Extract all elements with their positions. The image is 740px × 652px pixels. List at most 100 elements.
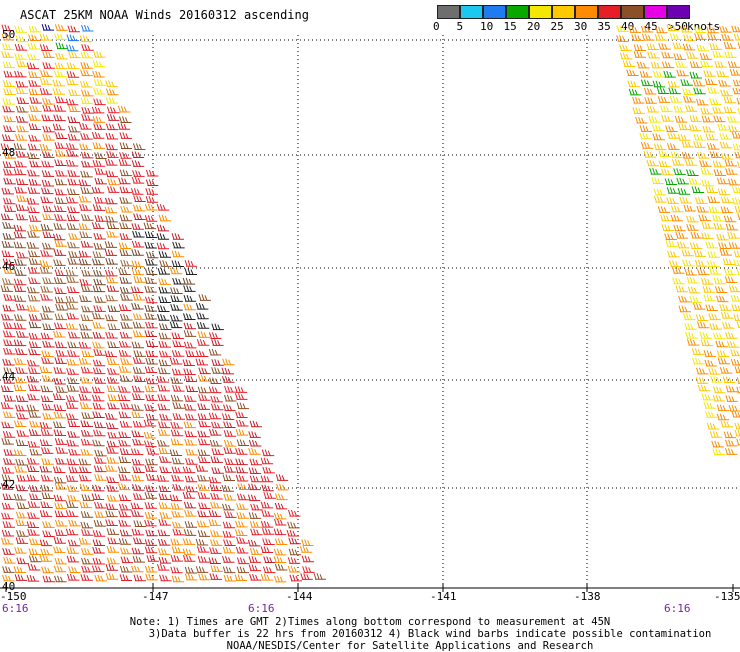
wind-barb	[13, 420, 27, 427]
legend-label: 25	[550, 20, 564, 33]
wind-barb	[673, 105, 687, 113]
wind-barb	[27, 206, 40, 214]
wind-barb	[695, 377, 709, 384]
wind-barb	[679, 196, 692, 204]
wind-barb	[27, 42, 41, 50]
wind-barb	[3, 125, 16, 132]
wind-barb	[93, 79, 107, 86]
wind-barb	[41, 305, 55, 313]
wind-barb	[223, 447, 236, 454]
wind-barb	[276, 483, 289, 491]
wind-barb	[92, 367, 106, 375]
wind-barb	[131, 223, 144, 230]
wind-barb	[65, 475, 79, 482]
wind-barb	[40, 332, 54, 340]
wind-barb	[732, 186, 740, 194]
wind-barb	[120, 293, 133, 301]
wind-barb	[1, 474, 15, 481]
wind-barb	[172, 277, 185, 285]
wind-barb	[16, 502, 29, 509]
wind-barb	[144, 404, 157, 411]
wind-barb	[133, 375, 146, 382]
wind-barb	[171, 233, 185, 240]
wind-barb	[731, 25, 740, 33]
wind-barb	[55, 149, 68, 157]
wind-barb	[119, 529, 133, 537]
lat-label-40: 40	[2, 580, 16, 593]
wind-barb	[118, 474, 131, 481]
wind-barb	[734, 422, 740, 430]
wind-barb	[54, 502, 67, 510]
wind-barb	[144, 304, 157, 312]
wind-barb	[106, 358, 120, 365]
wind-barb	[197, 474, 210, 482]
wind-barb	[170, 438, 184, 446]
wind-barb	[15, 439, 29, 447]
wind-barb	[731, 304, 740, 312]
wind-barb	[14, 376, 27, 384]
wind-barb	[68, 448, 81, 456]
wind-barb	[28, 313, 42, 321]
lon-label--144: -144	[286, 590, 313, 603]
wind-barb	[680, 25, 693, 33]
wind-barb	[93, 242, 107, 250]
wind-barb	[693, 87, 706, 95]
wind-barb	[42, 231, 55, 238]
wind-barb	[222, 566, 236, 574]
wind-barb	[1, 537, 14, 545]
wind-barb	[197, 492, 211, 499]
wind-barb	[53, 222, 66, 230]
wind-barb	[695, 314, 709, 322]
wind-barb	[144, 268, 158, 275]
wind-barb	[274, 502, 288, 510]
wind-barb	[198, 573, 211, 581]
wind-barb	[131, 176, 145, 184]
wind-barb	[66, 368, 79, 375]
wind-barb	[119, 233, 132, 240]
wind-barb	[42, 340, 55, 348]
wind-barb	[171, 466, 185, 474]
wind-barb	[15, 251, 29, 259]
wind-barb	[130, 448, 144, 456]
wind-barb	[27, 266, 41, 274]
wind-barb	[27, 143, 41, 151]
wind-barb	[53, 205, 67, 213]
wind-barb	[41, 458, 54, 465]
wind-barb	[197, 456, 211, 463]
wind-barb	[13, 224, 27, 232]
wind-barb	[210, 565, 223, 572]
wind-barb	[273, 575, 287, 583]
wind-barb	[2, 548, 15, 555]
wind-barb	[667, 80, 681, 88]
wind-barb	[736, 97, 740, 105]
wind-barb	[686, 215, 699, 223]
wind-barb	[674, 115, 688, 123]
wind-barb	[724, 51, 737, 58]
wind-barb	[27, 230, 40, 238]
wind-barb	[234, 529, 248, 536]
wind-barb	[696, 44, 710, 52]
wind-barb	[41, 350, 54, 358]
wind-barb	[14, 186, 27, 194]
wind-barb	[183, 529, 197, 536]
wind-barb	[131, 160, 145, 167]
wind-barb	[28, 485, 42, 492]
wind-barb	[723, 106, 737, 114]
wind-barb	[721, 33, 734, 41]
wind-barb	[666, 24, 680, 32]
wind-barb	[81, 565, 94, 573]
wind-barb	[170, 287, 183, 294]
wind-barb	[41, 566, 54, 574]
wind-barb	[183, 330, 197, 337]
wind-barb	[686, 338, 700, 346]
wind-barb	[3, 556, 16, 564]
wind-barb	[79, 204, 92, 211]
wind-barb	[208, 412, 222, 420]
wind-barb	[158, 519, 171, 526]
wind-barb	[706, 422, 720, 430]
wind-barb	[42, 97, 55, 105]
wind-barb	[223, 465, 237, 473]
wind-barb	[237, 483, 250, 491]
wind-barb	[15, 87, 28, 95]
wind-barb	[172, 340, 185, 348]
